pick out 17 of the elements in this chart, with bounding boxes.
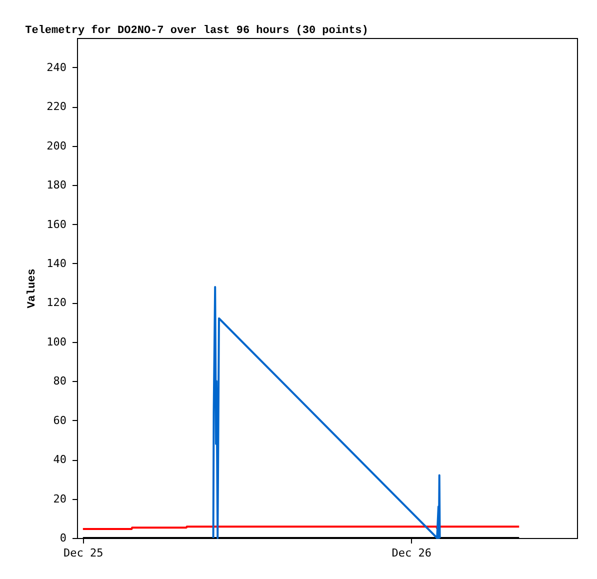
y-tick-label: 180 — [46, 178, 66, 192]
y-tick-label: 60 — [53, 414, 66, 427]
y-tick-label: 0 — [60, 532, 66, 544]
y-tick-label: 120 — [46, 296, 66, 310]
y-tick-label: 100 — [46, 335, 66, 348]
x-tick-label: Dec 26 — [392, 546, 432, 560]
y-tick-label: 240 — [46, 60, 66, 74]
chart-title: Telemetry for DO2NO-7 over last 96 hours (30 points) — [25, 24, 368, 37]
y-tick-label: 200 — [46, 139, 66, 152]
y-tick-label: 40 — [53, 453, 66, 466]
y-axis-title: Values — [26, 268, 39, 308]
y-tick-label: 160 — [46, 218, 66, 231]
x-tick-label: Dec 25 — [64, 546, 104, 560]
y-tick-label: 220 — [46, 100, 66, 114]
y-tick-label: 80 — [53, 374, 66, 388]
y-tick-label: 20 — [53, 492, 66, 506]
y-tick-label: 140 — [46, 256, 66, 270]
